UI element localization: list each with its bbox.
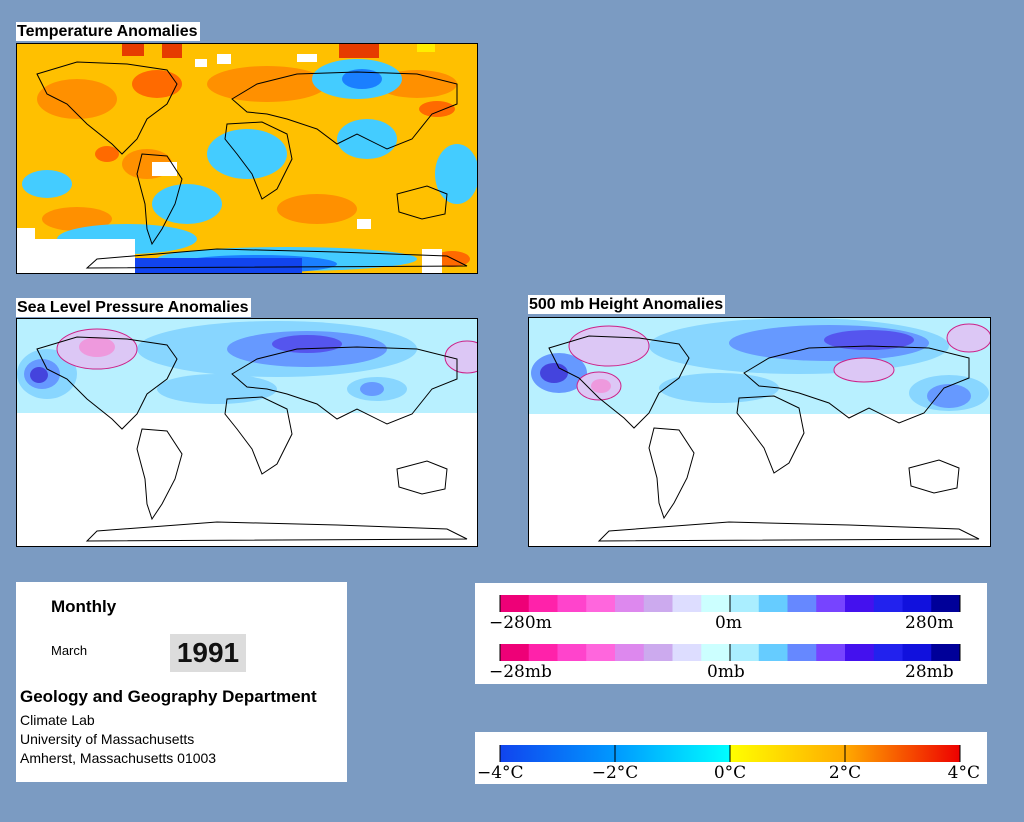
address-label: Amherst, Massachusetts 01003: [20, 750, 217, 766]
height-anomaly-map: [528, 317, 991, 547]
height-scale-swatch: [730, 595, 760, 612]
pressure-max-label: 28mb: [905, 662, 954, 682]
lab-label: Climate Lab: [20, 712, 95, 728]
height-scale-swatch: [557, 595, 587, 612]
year-label: 1991: [170, 634, 246, 672]
period-label: Monthly: [51, 597, 117, 616]
temperature-tick-label: 2°C: [829, 763, 861, 783]
month-label: March: [51, 643, 88, 658]
height-scale-swatch: [816, 595, 846, 612]
pressure-color-scale: [499, 644, 961, 661]
temperature-tick-label: 4°C: [948, 763, 980, 783]
height-scale-swatch: [845, 595, 875, 612]
temperature-map-graphic: [17, 44, 477, 273]
height-scale-swatch: [500, 595, 530, 612]
height-max-label: 280m: [905, 613, 954, 633]
temperature-legend: −4°C −2°C 0°C 2°C 4°C: [475, 732, 987, 784]
temperature-tick-label: −2°C: [592, 763, 639, 783]
pressure-zero-label: 0mb: [707, 662, 745, 682]
temperature-anomalies-title: Temperature Anomalies: [16, 22, 200, 41]
temperature-anomaly-map: [16, 43, 478, 274]
pressure-scale-swatch: [845, 644, 875, 661]
pressure-scale-swatch: [500, 644, 530, 661]
pressure-scale-swatch: [586, 644, 616, 661]
pressure-scale-swatch: [557, 644, 587, 661]
pressure-scale-swatch: [787, 644, 817, 661]
pressure-scale-swatch: [701, 644, 731, 661]
height-color-scale: [499, 595, 961, 612]
height-zero-label: 0m: [715, 613, 742, 633]
height-scale-swatch: [758, 595, 788, 612]
height-map-graphic: [529, 318, 990, 546]
height-scale-swatch: [586, 595, 616, 612]
pressure-scale-swatch: [902, 644, 932, 661]
height-scale-swatch: [931, 595, 961, 612]
pressure-scale-swatch: [672, 644, 702, 661]
height-scale-swatch: [902, 595, 932, 612]
height-scale-swatch: [873, 595, 903, 612]
pressure-scale-swatch: [816, 644, 846, 661]
temperature-tick-label: −4°C: [477, 763, 524, 783]
height-scale-swatch: [528, 595, 558, 612]
pressure-min-label: −28mb: [489, 662, 552, 682]
height-scale-swatch: [643, 595, 673, 612]
slp-anomalies-title: Sea Level Pressure Anomalies: [16, 298, 251, 317]
pressure-scale-swatch: [931, 644, 961, 661]
university-label: University of Massachusetts: [20, 731, 195, 747]
info-box: Monthly March 1991 Geology and Geography…: [16, 582, 347, 782]
pressure-scale-swatch: [615, 644, 645, 661]
height-pressure-legend: −280m 0m 280m −28mb 0mb 28mb: [475, 583, 987, 684]
height-scale-swatch: [701, 595, 731, 612]
department-label: Geology and Geography Department: [20, 687, 317, 706]
height-anomalies-title: 500 mb Height Anomalies: [528, 295, 726, 314]
pressure-scale-swatch: [528, 644, 558, 661]
slp-map-graphic: [17, 319, 477, 546]
temperature-tick-label: 0°C: [714, 763, 746, 783]
height-scale-swatch: [672, 595, 702, 612]
pressure-scale-swatch: [758, 644, 788, 661]
height-scale-swatch: [787, 595, 817, 612]
pressure-scale-swatch: [643, 644, 673, 661]
height-min-label: −280m: [489, 613, 552, 633]
pressure-scale-swatch: [873, 644, 903, 661]
pressure-scale-swatch: [730, 644, 760, 661]
height-scale-swatch: [615, 595, 645, 612]
slp-anomaly-map: [16, 318, 478, 547]
